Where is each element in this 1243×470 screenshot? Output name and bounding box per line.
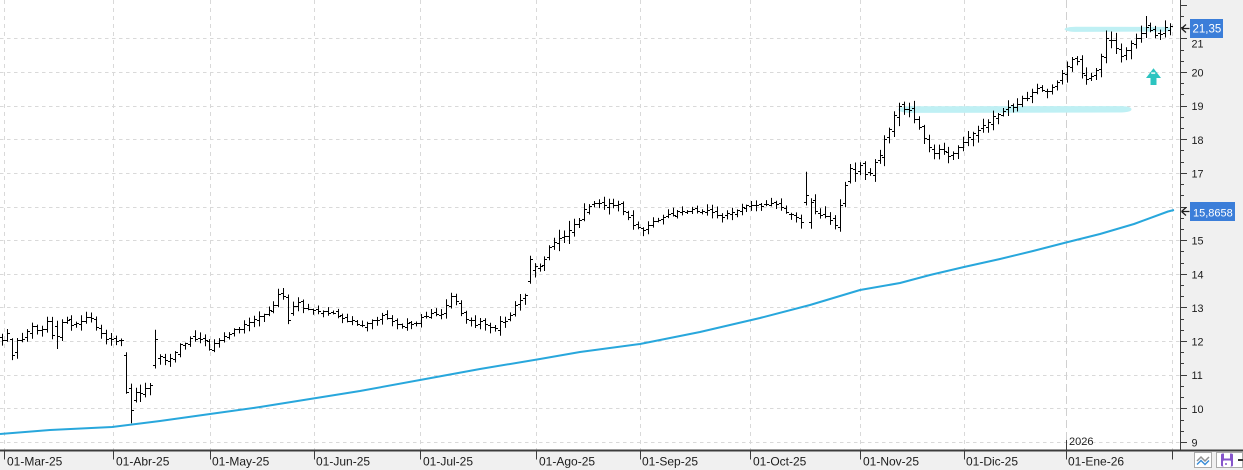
- svg-text:01-Nov-25: 01-Nov-25: [863, 455, 919, 469]
- svg-text:15,8658: 15,8658: [1193, 207, 1233, 219]
- svg-text:13: 13: [1192, 303, 1204, 315]
- svg-text:01-Abr-25: 01-Abr-25: [116, 455, 170, 469]
- svg-text:01-Jul-25: 01-Jul-25: [423, 455, 473, 469]
- svg-text:01-Jun-25: 01-Jun-25: [316, 455, 370, 469]
- svg-text:12: 12: [1192, 337, 1204, 349]
- svg-text:01-Ago-25: 01-Ago-25: [539, 455, 595, 469]
- svg-text:9: 9: [1192, 438, 1198, 450]
- svg-text:01-Ene-26: 01-Ene-26: [1068, 455, 1124, 469]
- svg-text:17: 17: [1192, 168, 1204, 180]
- svg-text:18: 18: [1192, 135, 1204, 147]
- svg-text:01-Sep-25: 01-Sep-25: [642, 455, 698, 469]
- svg-text:15: 15: [1192, 236, 1204, 248]
- svg-text:01-May-25: 01-May-25: [212, 455, 270, 469]
- svg-text:10: 10: [1192, 404, 1204, 416]
- svg-text:01-Mar-25: 01-Mar-25: [7, 455, 63, 469]
- svg-text:01-Oct-25: 01-Oct-25: [753, 455, 807, 469]
- svg-text:01-Dic-25: 01-Dic-25: [966, 455, 1018, 469]
- svg-text:2026: 2026: [1069, 436, 1093, 448]
- svg-text:19: 19: [1192, 101, 1204, 113]
- svg-text:20: 20: [1192, 68, 1204, 80]
- svg-text:11: 11: [1192, 370, 1203, 382]
- svg-text:21,35: 21,35: [1193, 24, 1222, 36]
- svg-text:21: 21: [1192, 39, 1204, 51]
- svg-text:14: 14: [1192, 269, 1204, 281]
